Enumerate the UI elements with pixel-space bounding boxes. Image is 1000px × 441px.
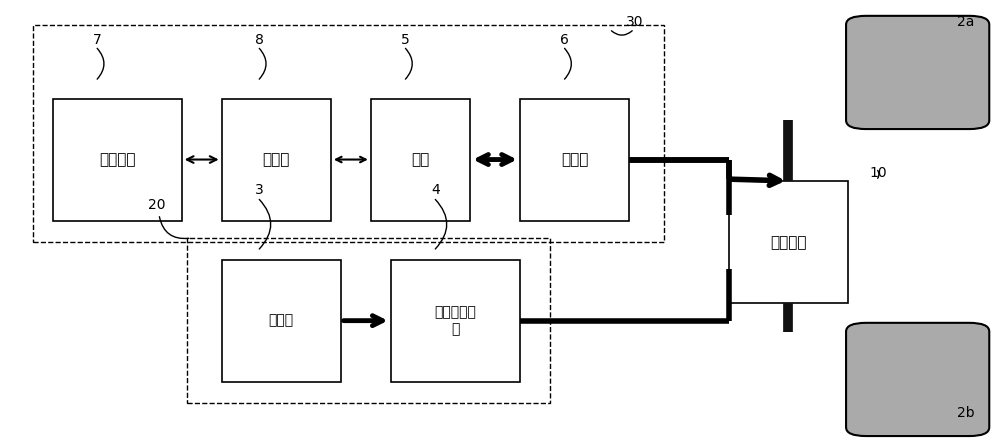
Text: 10: 10	[869, 166, 887, 179]
FancyBboxPatch shape	[520, 99, 629, 220]
Text: 5: 5	[401, 33, 410, 47]
FancyBboxPatch shape	[846, 16, 989, 129]
Text: 逆变器: 逆变器	[263, 152, 290, 167]
FancyBboxPatch shape	[729, 181, 848, 303]
Text: 双离合变速
器: 双离合变速 器	[434, 306, 476, 336]
FancyBboxPatch shape	[371, 99, 470, 220]
Text: 30: 30	[626, 15, 643, 30]
FancyBboxPatch shape	[846, 323, 989, 436]
Text: 8: 8	[255, 33, 264, 47]
Text: 传动装置: 传动装置	[770, 235, 807, 250]
Text: 6: 6	[560, 33, 569, 47]
Text: 发动机: 发动机	[269, 314, 294, 328]
FancyBboxPatch shape	[222, 99, 331, 220]
Text: 2a: 2a	[957, 15, 974, 30]
Text: 3: 3	[255, 183, 264, 197]
Text: 电机: 电机	[411, 152, 430, 167]
FancyBboxPatch shape	[53, 99, 182, 220]
Text: 动力电池: 动力电池	[99, 152, 135, 167]
Text: 7: 7	[93, 33, 102, 47]
FancyBboxPatch shape	[222, 260, 341, 381]
Text: 2b: 2b	[957, 406, 974, 420]
FancyBboxPatch shape	[391, 260, 520, 381]
Text: 4: 4	[431, 183, 440, 197]
Text: 20: 20	[148, 198, 166, 212]
Text: 减速器: 减速器	[561, 152, 588, 167]
